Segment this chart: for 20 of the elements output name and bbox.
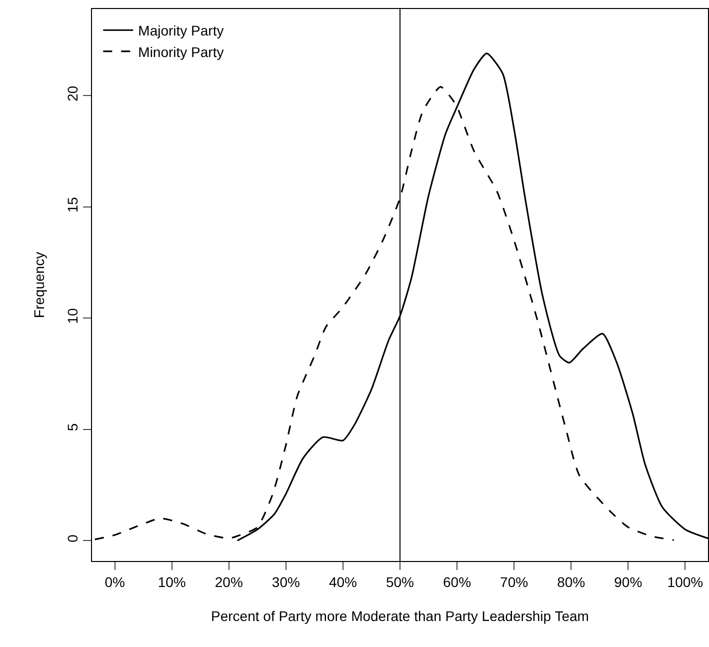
y-tick-label: 20 <box>64 86 80 102</box>
x-axis-title: Percent of Party more Moderate than Party Leadership Team <box>211 608 589 624</box>
x-tick-label: 90% <box>614 574 642 590</box>
x-tick-label: 80% <box>557 574 586 590</box>
legend-label: Minority Party <box>138 44 224 60</box>
legend-label: Majority Party <box>138 22 224 39</box>
y-tick-label: 15 <box>64 196 80 213</box>
y-tick-label: 0 <box>64 534 80 542</box>
x-tick-label: 0% <box>104 574 125 590</box>
x-tick-label: 70% <box>500 574 528 590</box>
x-tick-label: 50% <box>386 574 414 590</box>
x-tick-label: 60% <box>443 574 472 590</box>
x-tick-label: 10% <box>158 574 186 590</box>
x-tick-label: 40% <box>328 574 357 590</box>
x-tick-label: 30% <box>272 574 300 590</box>
y-axis-title: Frequency <box>31 252 47 318</box>
x-tick-label: 20% <box>214 574 243 590</box>
x-tick-label: 100% <box>667 574 704 590</box>
y-tick-label: 10 <box>64 308 80 324</box>
y-tick-label: 5 <box>64 423 80 432</box>
